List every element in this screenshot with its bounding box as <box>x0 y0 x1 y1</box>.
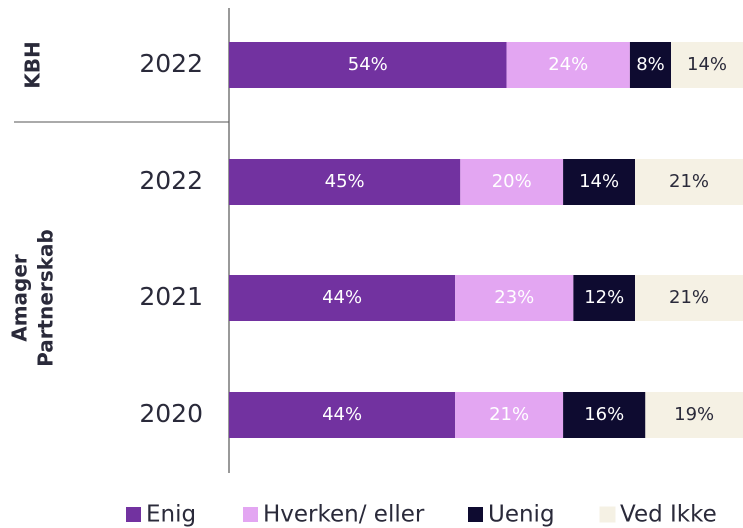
bar-segment <box>629 42 672 88</box>
bar-segment <box>229 392 456 438</box>
bar-segment <box>455 275 574 321</box>
bar-segment <box>455 392 564 438</box>
bar-segment <box>563 392 646 438</box>
legend-label: Ved Ikke <box>620 502 717 528</box>
value-label: 8% <box>636 54 665 75</box>
value-label: 21% <box>489 404 529 425</box>
value-label: 12% <box>584 287 624 308</box>
y-tick-label: 2022 <box>139 166 203 195</box>
group-label: Amager <box>8 254 32 342</box>
value-label: 21% <box>669 171 709 192</box>
value-label: 14% <box>687 54 727 75</box>
value-label: 54% <box>348 54 388 75</box>
bar-segment <box>635 275 743 321</box>
value-label: 44% <box>322 287 362 308</box>
legend-label: Enig <box>146 502 196 528</box>
bar-segment <box>573 275 636 321</box>
bar-segment <box>635 159 743 205</box>
value-label: 45% <box>325 171 365 192</box>
bar-segment <box>460 159 564 205</box>
legend-swatch <box>243 507 258 522</box>
y-tick-label: 2021 <box>139 282 203 311</box>
y-tick-label: 2022 <box>139 49 203 78</box>
legend-label: Uenig <box>488 502 555 528</box>
value-label: 19% <box>674 404 714 425</box>
bar-segment <box>671 42 743 88</box>
bar-segment <box>645 392 743 438</box>
bar-segment <box>229 42 507 88</box>
bar-segment <box>506 42 630 88</box>
value-label: 23% <box>494 287 534 308</box>
value-label: 14% <box>579 171 619 192</box>
group-label: Partnerskab <box>34 229 58 367</box>
y-tick-label: 2020 <box>139 399 203 428</box>
bar-segment <box>563 159 636 205</box>
bar-segment <box>229 159 461 205</box>
value-label: 44% <box>322 404 362 425</box>
value-label: 16% <box>584 404 624 425</box>
legend-swatch <box>126 507 141 522</box>
value-label: 24% <box>548 54 588 75</box>
bar-segment <box>229 275 456 321</box>
legend-swatch <box>468 507 483 522</box>
legend-swatch <box>599 506 616 523</box>
value-label: 21% <box>669 287 709 308</box>
legend-label: Hverken/ eller <box>263 502 425 528</box>
group-label: KBH <box>21 41 45 88</box>
value-label: 20% <box>492 171 532 192</box>
